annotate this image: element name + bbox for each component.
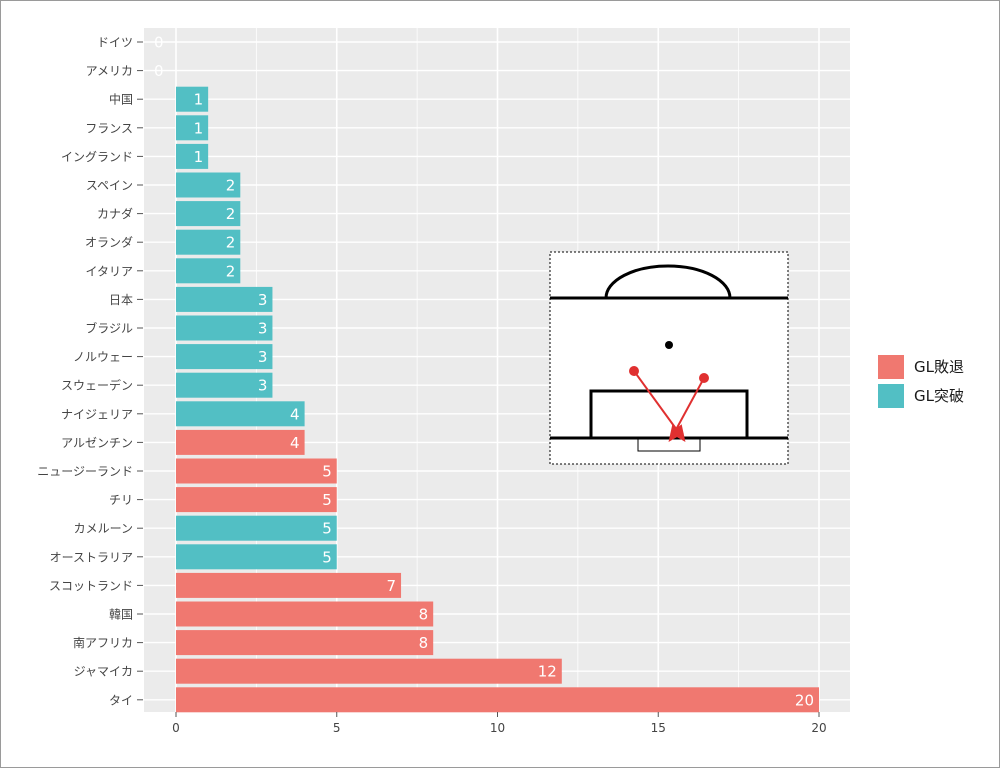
bar bbox=[176, 401, 305, 427]
bar bbox=[176, 143, 209, 169]
bar-value-label: 5 bbox=[322, 520, 332, 538]
bar bbox=[176, 572, 402, 598]
y-tick-label: アメリカ bbox=[86, 64, 133, 78]
bar bbox=[176, 201, 241, 227]
goal bbox=[637, 437, 701, 452]
bar bbox=[176, 115, 209, 141]
bar-value-label: 1 bbox=[194, 91, 204, 109]
legend-swatch-gl-advanced bbox=[878, 383, 904, 408]
bar bbox=[176, 601, 434, 627]
x-tick-label: 0 bbox=[172, 721, 180, 735]
bar-value-label: 8 bbox=[419, 606, 429, 624]
bar-value-label: 12 bbox=[538, 663, 557, 681]
bars bbox=[176, 86, 819, 713]
bar-value-label: 2 bbox=[226, 177, 236, 195]
y-tick-label: アルゼンチン bbox=[61, 436, 133, 450]
legend-label: GL敗退 bbox=[914, 358, 964, 376]
bar bbox=[176, 630, 434, 656]
bar-value-label: 3 bbox=[258, 291, 268, 309]
y-tick-label: スペイン bbox=[86, 179, 133, 193]
y-tick-label: タイ bbox=[109, 693, 133, 707]
center-circle-arc bbox=[604, 264, 732, 299]
bar-value-label: 0 bbox=[154, 62, 164, 80]
x-tick-label: 5 bbox=[333, 721, 341, 735]
y-tick-label: オーストラリア bbox=[50, 550, 133, 564]
penalty-spot bbox=[665, 341, 673, 349]
bar-value-label: 4 bbox=[290, 434, 300, 452]
bar-value-label: 20 bbox=[795, 691, 814, 709]
y-tick-label: ブラジル bbox=[85, 321, 133, 336]
y-tick-label: ニュージーランド bbox=[37, 465, 133, 479]
y-tick-label: ジャマイカ bbox=[74, 665, 133, 679]
y-tick-label: スウェーデン bbox=[61, 378, 133, 393]
x-axis: 0 5 10 15 20 bbox=[172, 712, 827, 735]
bar-value-label: 3 bbox=[258, 377, 268, 395]
inset-border bbox=[549, 251, 789, 465]
y-tick-label: オランダ bbox=[85, 235, 133, 250]
legend-item-gl-advanced: GL突破 bbox=[878, 381, 964, 410]
bar-value-label: 1 bbox=[194, 148, 204, 166]
x-tick-label: 20 bbox=[811, 721, 826, 735]
y-tick-label: カメルーン bbox=[74, 522, 133, 536]
bar-value-label: 5 bbox=[322, 463, 332, 481]
bar-value-label: 3 bbox=[258, 320, 268, 338]
x-tick-label: 15 bbox=[651, 721, 666, 735]
arrow-head-right bbox=[668, 424, 684, 443]
bar bbox=[176, 687, 819, 713]
legend-item-gl-eliminated: GL敗退 bbox=[878, 352, 964, 381]
bar bbox=[176, 258, 241, 284]
bar-value-label: 8 bbox=[419, 634, 429, 652]
shot-line-right bbox=[671, 377, 705, 438]
bar bbox=[176, 344, 273, 370]
bar bbox=[176, 487, 337, 513]
bar bbox=[176, 458, 337, 484]
bar bbox=[176, 286, 273, 312]
bar bbox=[176, 658, 562, 684]
bar-value-label: 2 bbox=[226, 262, 236, 280]
bar bbox=[176, 229, 241, 255]
y-tick-label: チリ bbox=[109, 493, 133, 507]
bar bbox=[176, 515, 337, 541]
legend: GL敗退 GL突破 bbox=[878, 352, 964, 410]
bar bbox=[176, 315, 273, 341]
bar-value-label: 5 bbox=[322, 548, 332, 566]
y-axis: ドイツアメリカ中国フランスイングランドスペインカナダオランダイタリア日本ブラジル… bbox=[37, 36, 143, 707]
bar-value-label: 2 bbox=[226, 205, 236, 223]
pitch-inset bbox=[549, 251, 789, 465]
x-tick-label: 10 bbox=[490, 721, 505, 735]
y-tick-label: ナイジェリア bbox=[61, 407, 133, 421]
y-tick-label: 南アフリカ bbox=[73, 635, 133, 650]
bar bbox=[176, 372, 273, 398]
y-tick-label: ノルウェー bbox=[73, 350, 133, 364]
y-tick-label: 韓国 bbox=[109, 608, 133, 622]
bar-value-label: 7 bbox=[387, 577, 397, 595]
legend-swatch-gl-eliminated bbox=[878, 354, 904, 379]
bar-value-label: 4 bbox=[290, 405, 300, 423]
bar-value-label: 0 bbox=[154, 34, 164, 52]
y-tick-label: カナダ bbox=[97, 206, 133, 221]
bar bbox=[176, 429, 305, 455]
y-tick-label: ドイツ bbox=[97, 36, 133, 50]
bar bbox=[176, 86, 209, 112]
bar-value-label: 1 bbox=[194, 119, 204, 137]
bar-value-label: 3 bbox=[258, 348, 268, 366]
bar bbox=[176, 544, 337, 570]
y-tick-label: フランス bbox=[85, 121, 133, 135]
y-tick-label: スコットランド bbox=[49, 579, 133, 593]
bar-value-label: 2 bbox=[226, 234, 236, 252]
y-tick-label: イングランド bbox=[61, 150, 133, 164]
legend-label: GL突破 bbox=[914, 387, 964, 405]
bar-value-label: 5 bbox=[322, 491, 332, 509]
y-tick-label: 中国 bbox=[109, 92, 133, 107]
y-tick-label: 日本 bbox=[109, 293, 133, 307]
bar bbox=[176, 172, 241, 198]
y-tick-label: イタリア bbox=[85, 264, 133, 278]
shot-arrows bbox=[629, 366, 709, 443]
